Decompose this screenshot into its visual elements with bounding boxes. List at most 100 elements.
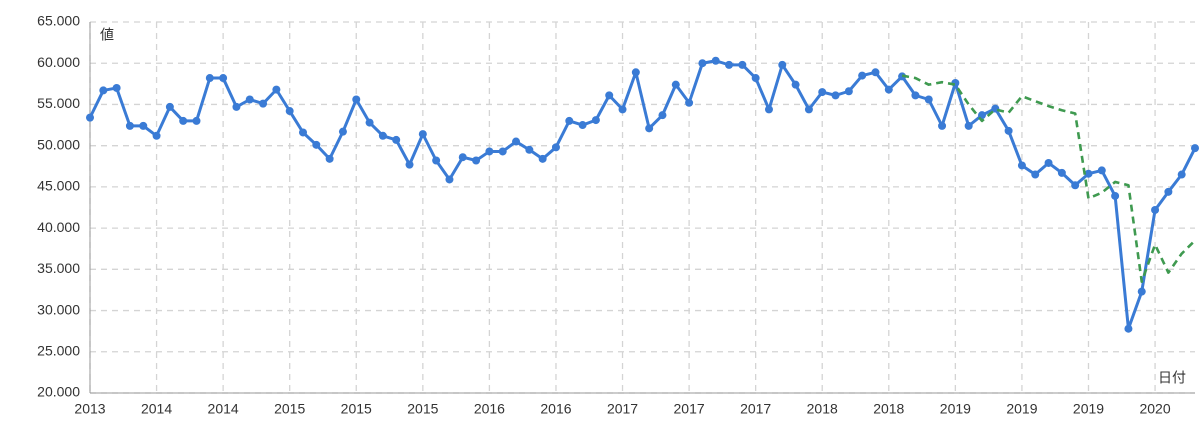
- data-point: [738, 60, 747, 69]
- data-point: [791, 80, 800, 89]
- data-point: [1057, 168, 1066, 177]
- x-tick-label: 2017: [674, 401, 705, 417]
- data-point: [99, 86, 108, 95]
- data-point: [1097, 166, 1106, 175]
- y-tick-label: 60.000: [37, 54, 80, 70]
- data-point: [1004, 126, 1013, 135]
- data-point: [551, 143, 560, 152]
- x-tick-label: 2019: [940, 401, 971, 417]
- data-point: [618, 105, 627, 114]
- data-point: [1164, 187, 1173, 196]
- data-point: [725, 60, 734, 69]
- data-point: [325, 154, 334, 163]
- data-point: [1111, 191, 1120, 200]
- data-point: [938, 121, 947, 130]
- data-point: [844, 87, 853, 96]
- y-tick-label: 50.000: [37, 136, 80, 152]
- data-point: [472, 156, 481, 165]
- data-point: [86, 113, 94, 122]
- data-point: [152, 131, 161, 140]
- data-point: [299, 128, 308, 137]
- x-tick-label: 2016: [474, 401, 505, 417]
- data-point: [1151, 205, 1160, 214]
- x-tick-label: 2020: [1139, 401, 1170, 417]
- data-point: [778, 60, 787, 69]
- data-point: [591, 116, 600, 125]
- y-tick-label: 55.000: [37, 95, 80, 111]
- data-point: [112, 83, 121, 92]
- data-point: [165, 102, 174, 111]
- x-tick-label: 2015: [274, 401, 305, 417]
- data-point: [711, 56, 720, 65]
- data-point: [432, 156, 441, 165]
- data-point: [831, 91, 840, 100]
- data-point: [578, 121, 587, 130]
- x-tick-label: 2016: [540, 401, 571, 417]
- data-point: [338, 127, 347, 136]
- data-point: [658, 111, 667, 120]
- data-point: [232, 102, 241, 111]
- x-tick-label: 2013: [74, 401, 105, 417]
- x-tick-label: 2017: [740, 401, 771, 417]
- data-point: [924, 95, 933, 104]
- x-tick-label: 2015: [341, 401, 372, 417]
- data-point: [418, 130, 427, 139]
- data-point: [605, 91, 614, 100]
- data-point: [764, 105, 773, 114]
- data-point: [751, 74, 760, 83]
- x-tick-label: 2017: [607, 401, 638, 417]
- data-point: [179, 116, 188, 125]
- y-tick-label: 25.000: [37, 342, 80, 358]
- data-point: [1031, 170, 1040, 179]
- x-tick-label: 2014: [208, 401, 239, 417]
- data-point: [272, 85, 281, 94]
- data-point: [884, 85, 893, 94]
- y-tick-label: 65.000: [37, 13, 80, 29]
- data-point: [698, 59, 707, 68]
- data-point: [498, 147, 507, 156]
- data-point: [964, 121, 973, 130]
- data-point: [565, 116, 574, 125]
- data-point: [312, 140, 321, 149]
- data-point: [245, 95, 254, 104]
- x-tick-label: 2015: [407, 401, 438, 417]
- data-point: [671, 80, 680, 89]
- series-line: [88, 59, 1197, 331]
- data-point: [205, 74, 214, 83]
- data-point: [645, 124, 654, 133]
- data-point: [365, 118, 374, 127]
- data-point: [392, 135, 401, 144]
- y-axis-label: 値: [100, 27, 114, 43]
- y-tick-label: 20.000: [37, 384, 80, 400]
- data-point: [631, 68, 640, 77]
- y-tick-label: 45.000: [37, 178, 80, 194]
- x-tick-label: 2019: [1073, 401, 1104, 417]
- data-point: [1044, 158, 1053, 167]
- data-point: [538, 154, 547, 163]
- data-point: [285, 107, 294, 116]
- data-point: [685, 98, 694, 107]
- x-tick-label: 2014: [141, 401, 172, 417]
- data-point: [1137, 287, 1146, 296]
- data-point: [804, 105, 813, 114]
- series-line: [901, 74, 1196, 283]
- data-point: [405, 160, 414, 169]
- data-point: [1191, 144, 1199, 153]
- data-point: [818, 88, 827, 97]
- y-tick-label: 40.000: [37, 219, 80, 235]
- data-point: [1124, 324, 1133, 333]
- x-tick-label: 2019: [1006, 401, 1037, 417]
- data-point: [259, 99, 268, 108]
- data-point: [858, 71, 867, 80]
- data-point: [192, 116, 201, 125]
- data-point: [125, 121, 134, 130]
- data-point: [1177, 170, 1186, 179]
- data-point: [352, 95, 361, 104]
- data-point: [219, 74, 228, 83]
- data-point: [1084, 169, 1093, 178]
- data-point: [139, 121, 148, 130]
- x-axis-label: 日付: [1158, 370, 1186, 386]
- data-point: [1071, 181, 1080, 190]
- data-point: [378, 131, 387, 140]
